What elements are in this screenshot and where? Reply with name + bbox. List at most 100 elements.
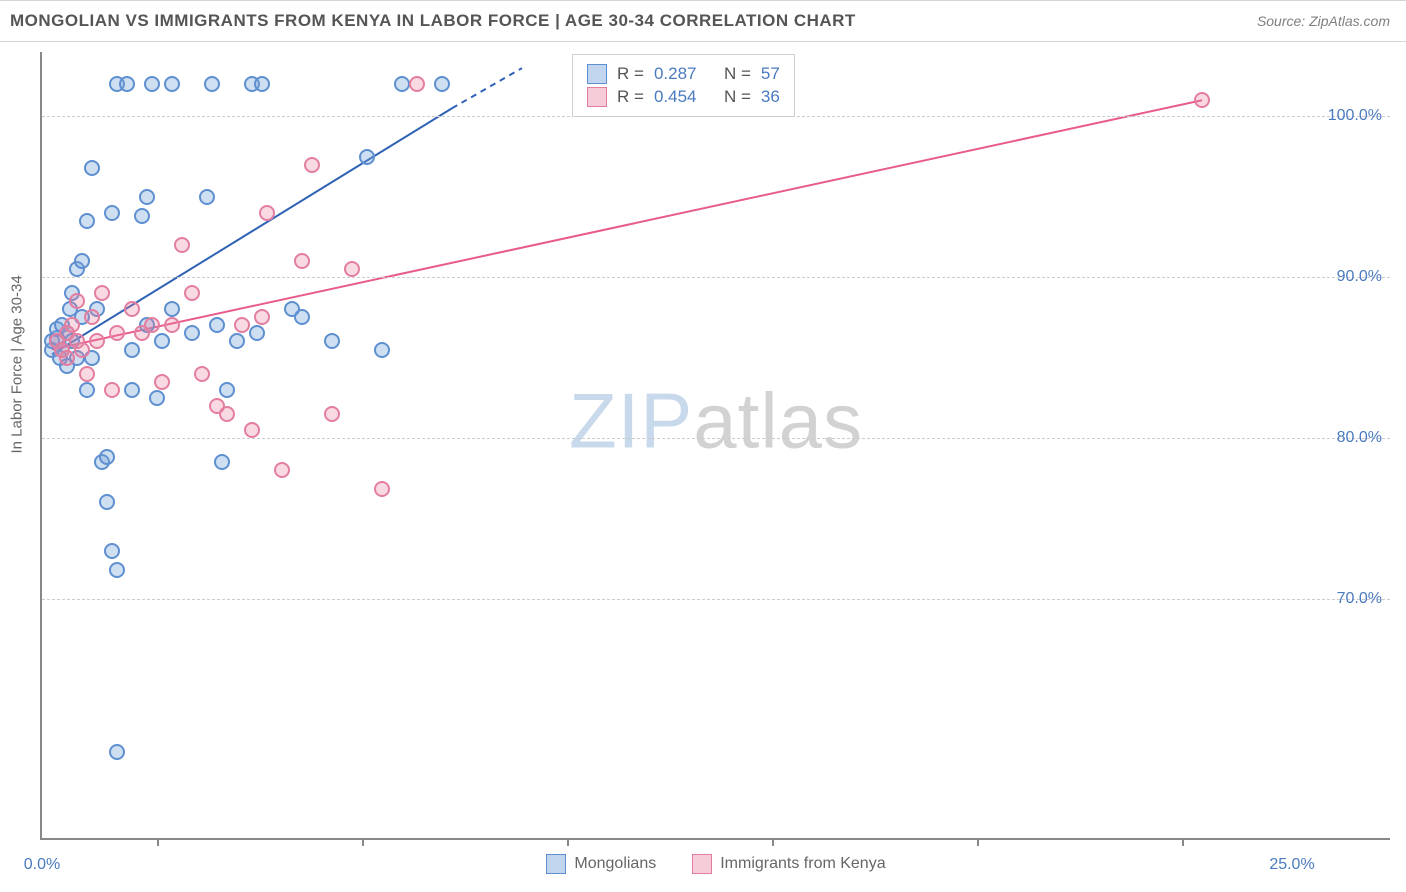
marker-mongolian	[104, 205, 120, 221]
marker-mongolian	[109, 562, 125, 578]
marker-mongolian	[359, 149, 375, 165]
gridline-h	[42, 438, 1390, 439]
marker-mongolian	[79, 213, 95, 229]
marker-mongolian	[204, 76, 220, 92]
marker-mongolian	[79, 382, 95, 398]
gridline-h	[42, 116, 1390, 117]
xtick-mark	[1182, 838, 1184, 846]
marker-kenya	[374, 481, 390, 497]
marker-kenya	[89, 333, 105, 349]
marker-kenya	[324, 406, 340, 422]
marker-mongolian	[434, 76, 450, 92]
marker-kenya	[254, 309, 270, 325]
marker-kenya	[1194, 92, 1210, 108]
marker-mongolian	[99, 494, 115, 510]
plot-area: In Labor Force | Age 30-34 ZIPatlas R = …	[40, 52, 1390, 840]
r-value-blue: 0.287	[654, 64, 714, 84]
marker-mongolian	[119, 76, 135, 92]
legend-row-pink: R = 0.454 N = 36	[587, 87, 780, 107]
r-label: R =	[617, 87, 644, 107]
watermark: ZIPatlas	[569, 376, 863, 467]
marker-kenya	[174, 237, 190, 253]
marker-kenya	[194, 366, 210, 382]
marker-mongolian	[249, 325, 265, 341]
marker-kenya	[219, 406, 235, 422]
n-value-pink: 36	[761, 87, 780, 107]
marker-mongolian	[74, 253, 90, 269]
ytick-label: 80.0%	[1337, 429, 1382, 447]
marker-mongolian	[209, 317, 225, 333]
marker-mongolian	[184, 325, 200, 341]
marker-mongolian	[374, 342, 390, 358]
marker-mongolian	[99, 449, 115, 465]
marker-kenya	[244, 422, 260, 438]
marker-mongolian	[139, 189, 155, 205]
xtick-mark	[567, 838, 569, 846]
marker-mongolian	[394, 76, 410, 92]
watermark-light: atlas	[693, 377, 863, 465]
gridline-h	[42, 599, 1390, 600]
y-axis-label: In Labor Force | Age 30-34	[9, 275, 26, 453]
marker-mongolian	[254, 76, 270, 92]
marker-kenya	[344, 261, 360, 277]
ytick-label: 90.0%	[1337, 268, 1382, 286]
xtick-mark	[977, 838, 979, 846]
marker-mongolian	[104, 543, 120, 559]
marker-kenya	[294, 253, 310, 269]
watermark-strong: ZIP	[569, 377, 693, 465]
marker-mongolian	[124, 382, 140, 398]
marker-kenya	[59, 350, 75, 366]
marker-mongolian	[324, 333, 340, 349]
xtick-label: 25.0%	[1269, 856, 1314, 874]
marker-mongolian	[214, 454, 230, 470]
r-label: R =	[617, 64, 644, 84]
marker-kenya	[409, 76, 425, 92]
marker-mongolian	[144, 76, 160, 92]
marker-kenya	[259, 205, 275, 221]
n-label: N =	[724, 64, 751, 84]
swatch-pink-icon	[587, 87, 607, 107]
marker-mongolian	[134, 208, 150, 224]
marker-kenya	[184, 285, 200, 301]
marker-mongolian	[199, 189, 215, 205]
legend-item-blue: Mongolians	[546, 854, 656, 874]
marker-kenya	[109, 325, 125, 341]
ytick-label: 100.0%	[1328, 107, 1382, 125]
n-label: N =	[724, 87, 751, 107]
marker-mongolian	[154, 333, 170, 349]
xtick-mark	[362, 838, 364, 846]
marker-kenya	[69, 293, 85, 309]
marker-kenya	[234, 317, 250, 333]
xtick-label: 0.0%	[24, 856, 60, 874]
marker-kenya	[64, 317, 80, 333]
swatch-blue-icon	[546, 854, 566, 874]
marker-kenya	[94, 285, 110, 301]
legend-row-blue: R = 0.287 N = 57	[587, 64, 780, 84]
marker-kenya	[154, 374, 170, 390]
chart-title: MONGOLIAN VS IMMIGRANTS FROM KENYA IN LA…	[10, 11, 856, 31]
marker-mongolian	[229, 333, 245, 349]
trendlines-svg	[42, 52, 1392, 840]
marker-kenya	[104, 382, 120, 398]
gridline-h	[42, 277, 1390, 278]
legend-label-blue: Mongolians	[574, 855, 656, 873]
legend-label-pink: Immigrants from Kenya	[720, 855, 885, 873]
n-value-blue: 57	[761, 64, 780, 84]
swatch-blue-icon	[587, 64, 607, 84]
marker-kenya	[274, 462, 290, 478]
chart-header: MONGOLIAN VS IMMIGRANTS FROM KENYA IN LA…	[0, 0, 1406, 42]
swatch-pink-icon	[692, 854, 712, 874]
marker-mongolian	[294, 309, 310, 325]
marker-mongolian	[164, 301, 180, 317]
xtick-mark	[157, 838, 159, 846]
marker-mongolian	[164, 76, 180, 92]
marker-mongolian	[149, 390, 165, 406]
marker-kenya	[84, 309, 100, 325]
marker-kenya	[144, 317, 160, 333]
marker-kenya	[79, 366, 95, 382]
source-label: Source: ZipAtlas.com	[1257, 13, 1390, 29]
marker-kenya	[74, 342, 90, 358]
xtick-mark	[772, 838, 774, 846]
marker-kenya	[304, 157, 320, 173]
marker-kenya	[164, 317, 180, 333]
